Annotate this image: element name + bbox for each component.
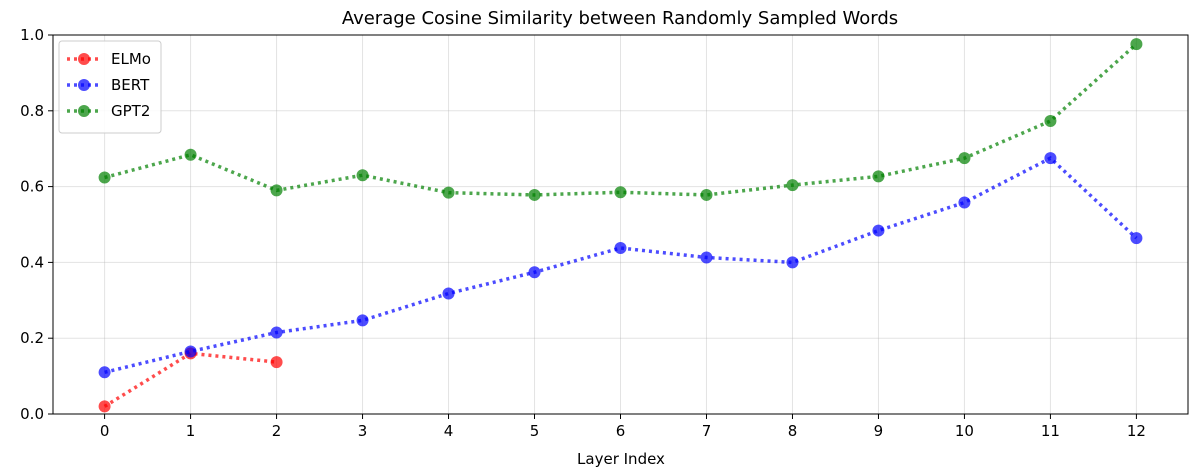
x-tick-label: 7 xyxy=(702,422,712,440)
data-point xyxy=(700,188,713,201)
x-tick-label: 9 xyxy=(874,422,884,440)
y-tick-label: 0.6 xyxy=(20,178,44,196)
y-tick-label: 0.0 xyxy=(20,405,44,423)
x-tick-label: 6 xyxy=(616,422,626,440)
chart-title: Average Cosine Similarity between Random… xyxy=(342,8,898,29)
data-point xyxy=(270,326,283,339)
y-tick-label: 0.2 xyxy=(20,329,44,347)
axes: 0 1 2 3 4 5 6 7 8 9 10 11 120.00.20.40.60.81.0 xyxy=(20,26,1146,440)
data-point xyxy=(356,314,369,327)
y-tick-label: 1.0 xyxy=(20,26,44,44)
data-point xyxy=(786,256,799,269)
x-tick-label: 8 xyxy=(788,422,798,440)
data-point xyxy=(98,366,111,379)
data-point xyxy=(614,186,627,199)
x-tick-label: 12 xyxy=(1127,422,1146,440)
x-tick-label: 10 xyxy=(955,422,974,440)
data-point xyxy=(1130,38,1143,51)
data-point xyxy=(786,179,799,192)
data-point xyxy=(270,184,283,197)
x-tick-label: 4 xyxy=(444,422,454,440)
legend-label: BERT xyxy=(111,76,150,94)
y-tick-label: 0.4 xyxy=(20,253,44,271)
plot-series xyxy=(98,38,1143,413)
x-tick-label: 0 xyxy=(100,422,110,440)
data-point xyxy=(98,400,111,413)
legend-item-gpt2: GPT2 xyxy=(67,102,150,120)
y-tick-label: 0.8 xyxy=(20,102,44,120)
data-point xyxy=(700,251,713,264)
legend-marker xyxy=(78,53,90,65)
data-point xyxy=(958,152,971,165)
x-tick-label: 2 xyxy=(272,422,282,440)
legend: ELMo BERT GPT2 xyxy=(58,40,162,134)
data-point xyxy=(1044,115,1057,128)
data-point xyxy=(614,241,627,254)
data-point xyxy=(184,345,197,358)
data-point xyxy=(356,169,369,182)
legend-item-bert: BERT xyxy=(67,76,150,94)
x-tick-label: 1 xyxy=(186,422,196,440)
data-point xyxy=(184,148,197,161)
data-point xyxy=(442,186,455,199)
data-point xyxy=(528,188,541,201)
data-point xyxy=(958,196,971,209)
series-gpt2 xyxy=(98,38,1143,201)
data-point xyxy=(1044,152,1057,165)
data-point xyxy=(528,266,541,279)
data-point xyxy=(1130,232,1143,245)
legend-marker xyxy=(78,105,90,117)
series-bert xyxy=(98,152,1143,379)
x-tick-label: 11 xyxy=(1041,422,1060,440)
x-axis-label: Layer Index xyxy=(577,450,665,468)
data-point xyxy=(872,224,885,237)
data-point xyxy=(98,171,111,184)
legend-label: GPT2 xyxy=(111,102,150,120)
data-point xyxy=(442,287,455,300)
legend-marker xyxy=(78,79,90,91)
data-point xyxy=(270,356,283,369)
x-tick-label: 5 xyxy=(530,422,540,440)
legend-label: ELMo xyxy=(111,50,151,68)
x-tick-label: 3 xyxy=(358,422,368,440)
legend-item-elmo: ELMo xyxy=(67,50,151,68)
data-point xyxy=(872,170,885,183)
